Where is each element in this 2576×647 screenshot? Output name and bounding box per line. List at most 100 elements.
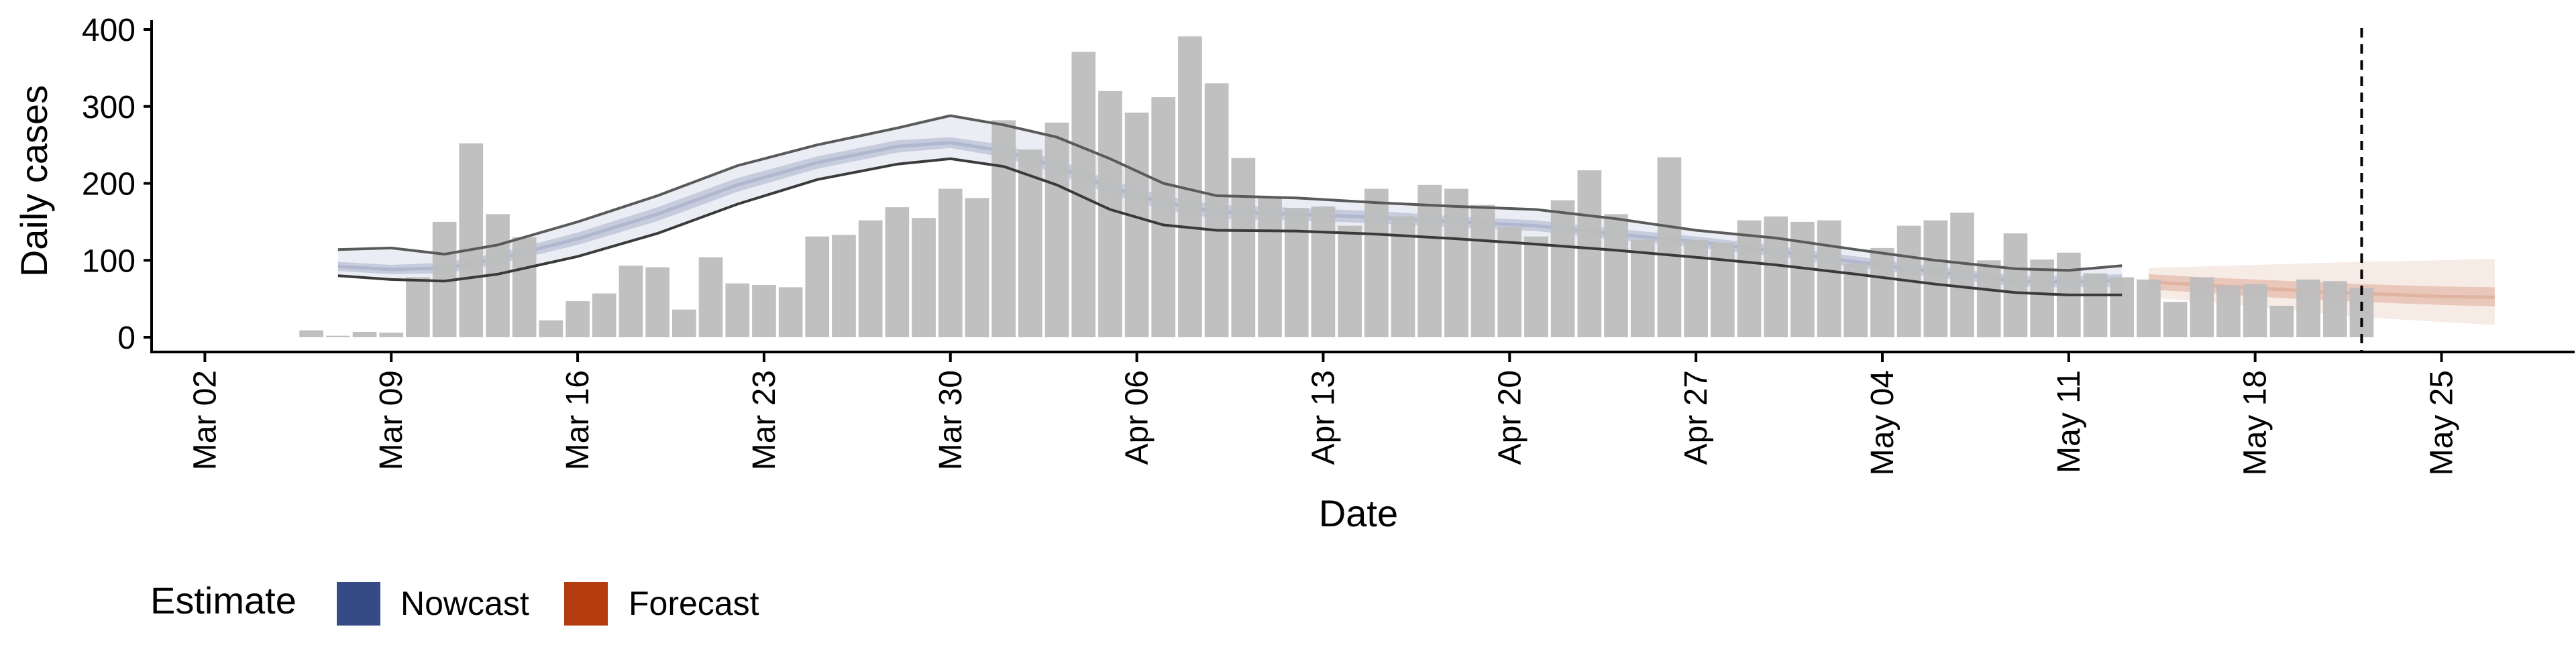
- bar: [1684, 240, 1708, 337]
- x-tick-label: May 25: [2424, 370, 2460, 475]
- forecast-outer-band: [2148, 259, 2495, 325]
- bar: [1630, 239, 1655, 337]
- bar: [1444, 188, 1468, 337]
- bar: [912, 218, 936, 337]
- bar: [778, 287, 803, 337]
- bar: [805, 236, 830, 337]
- bar: [938, 188, 963, 337]
- bar: [1604, 214, 1628, 337]
- bar: [1764, 216, 1788, 337]
- bar: [1711, 242, 1735, 337]
- bar: [379, 333, 404, 337]
- bar: [1657, 157, 1682, 337]
- bar: [566, 301, 590, 337]
- bar: [1577, 170, 1602, 337]
- bar: [1311, 206, 1336, 337]
- bar: [1497, 227, 1522, 337]
- x-tick-label: Apr 13: [1306, 370, 1342, 465]
- legend: Estimate Nowcast Forecast: [150, 579, 759, 626]
- bar: [406, 277, 430, 337]
- legend-swatch-forecast: [564, 582, 608, 626]
- bar: [1044, 122, 1069, 338]
- bar: [512, 237, 537, 337]
- lines-layer: [337, 28, 2363, 353]
- bar: [1284, 208, 1309, 337]
- forecast-inner-band: [2148, 274, 2495, 307]
- x-tick-label: Mar 02: [187, 370, 223, 470]
- x-tick-label: Mar 23: [747, 370, 782, 470]
- legend-label-forecast: Forecast: [629, 585, 759, 622]
- bar: [299, 330, 323, 337]
- bar: [2163, 302, 2188, 337]
- y-tick-label: 400: [82, 13, 136, 48]
- x-tick-label: Apr 27: [1678, 370, 1714, 465]
- x-tick-label: May 18: [2238, 370, 2273, 475]
- bar: [1151, 97, 1176, 337]
- bar: [1417, 184, 1442, 337]
- legend-label-nowcast: Nowcast: [400, 585, 529, 622]
- bar: [832, 235, 856, 337]
- bar: [1737, 220, 1762, 337]
- x-tick-label: May 04: [1865, 370, 1900, 475]
- y-tick-label: 100: [82, 243, 136, 279]
- bar: [2003, 233, 2028, 337]
- bar: [2190, 277, 2214, 337]
- bar: [539, 320, 564, 337]
- nowcast-upper-bound-line: [337, 114, 2123, 272]
- x-axis-title: Date: [1319, 492, 1398, 534]
- bar: [592, 293, 616, 337]
- x-tick-label: Mar 09: [374, 370, 409, 470]
- bar: [858, 220, 883, 337]
- y-tick-label: 200: [82, 167, 136, 202]
- bar: [2243, 284, 2267, 337]
- bar: [991, 120, 1016, 337]
- bar: [698, 257, 723, 337]
- bar: [1470, 204, 1495, 337]
- bar: [1018, 150, 1042, 337]
- bar: [1231, 158, 1256, 337]
- bar: [965, 198, 989, 337]
- bar: [2349, 288, 2374, 337]
- bar: [326, 335, 350, 337]
- bar: [885, 207, 910, 337]
- bar: [672, 309, 696, 337]
- bar: [1550, 200, 1575, 337]
- bar: [1364, 188, 1389, 337]
- bar: [619, 266, 643, 337]
- bar: [1817, 220, 1841, 337]
- bar: [2083, 273, 2108, 337]
- bar: [1338, 225, 1362, 337]
- bar: [725, 283, 750, 337]
- bar: [1923, 220, 1948, 337]
- legend-swatch-nowcast: [337, 582, 380, 626]
- x-tick-label: May 11: [2051, 370, 2087, 473]
- bar: [645, 267, 669, 337]
- y-tick-label: 0: [117, 320, 136, 356]
- bar: [352, 332, 377, 337]
- bar: [2137, 279, 2161, 337]
- legend-title: Estimate: [150, 579, 297, 622]
- nowcast-inner-band: [337, 137, 2123, 288]
- bar: [1950, 213, 1974, 337]
- bar: [2030, 259, 2054, 337]
- bar: [2216, 286, 2241, 337]
- x-tick-label: Apr 06: [1120, 370, 1155, 465]
- y-tick-label: 300: [82, 90, 136, 125]
- y-axis-title: Daily cases: [13, 85, 55, 277]
- x-tick-label: Apr 20: [1492, 370, 1527, 465]
- bar: [752, 285, 776, 337]
- bar: [2269, 306, 2294, 337]
- bar: [1098, 91, 1122, 338]
- bar: [459, 143, 484, 338]
- bar: [2322, 281, 2347, 337]
- bar: [1124, 112, 1149, 337]
- axes-layer: 0 100 200 300 400 Mar 02 Mar 09 Mar 16 Mar 23 Mar…: [82, 13, 2575, 475]
- bar: [1976, 260, 2001, 338]
- x-tick-label: Mar 30: [933, 370, 969, 470]
- bar: [1524, 236, 1548, 337]
- nowcast-lower-bound-line: [337, 157, 2123, 296]
- x-tick-label: Mar 16: [560, 370, 596, 470]
- bar: [2296, 279, 2320, 337]
